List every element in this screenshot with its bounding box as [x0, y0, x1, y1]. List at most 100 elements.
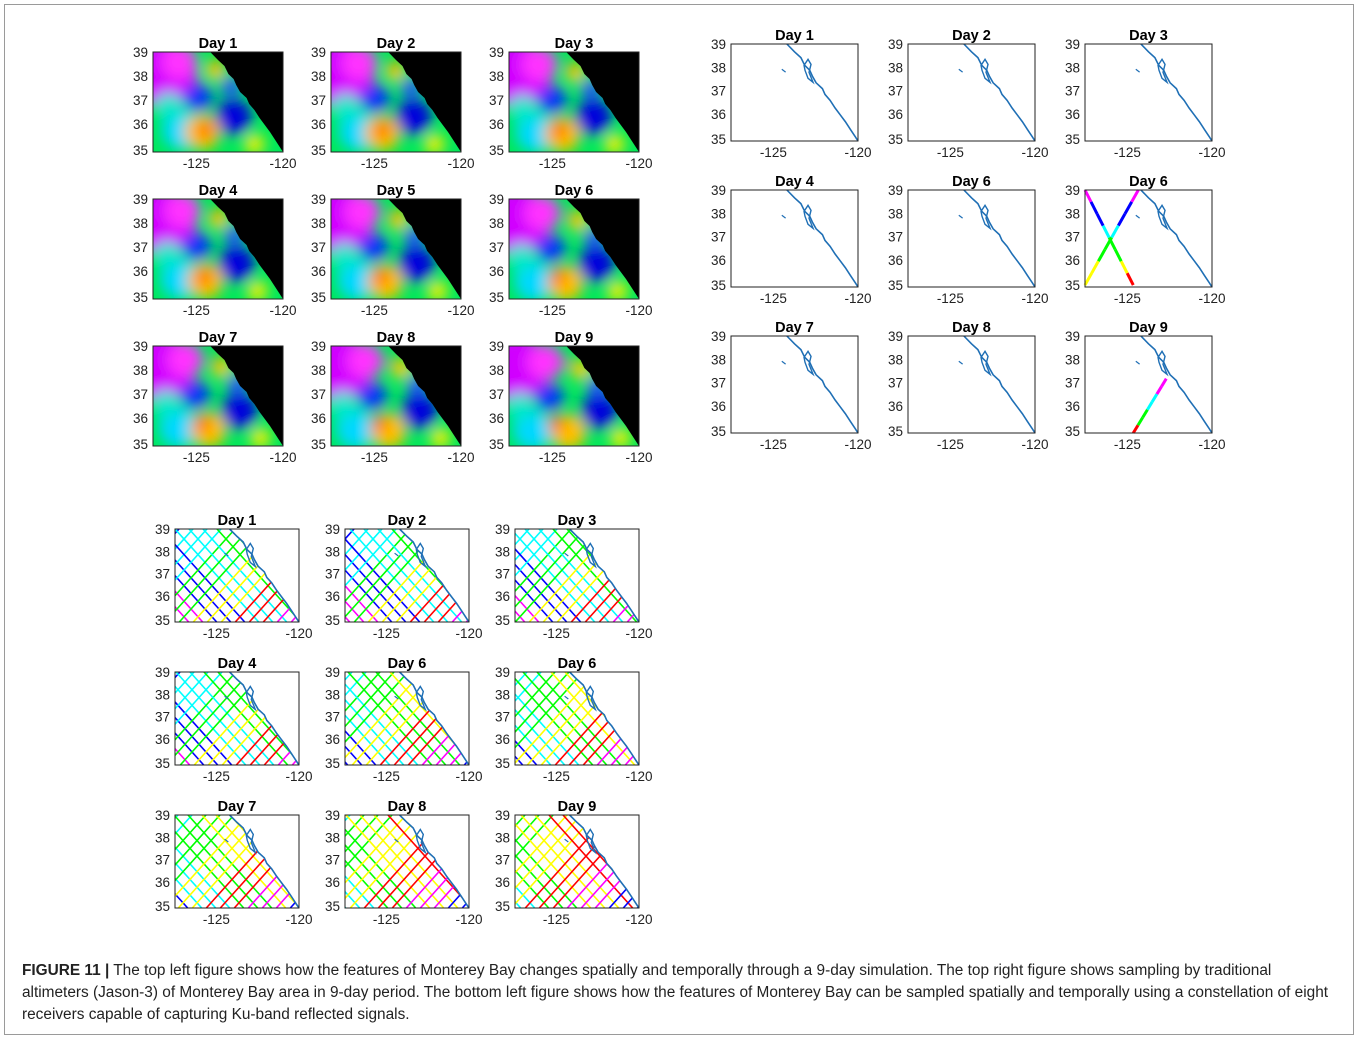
track-line	[515, 815, 582, 908]
track-line	[271, 815, 299, 908]
track-line	[651, 815, 735, 908]
island	[1135, 68, 1140, 73]
subplot: Day 2 39 38 37 36 35 -125 -120	[311, 36, 475, 171]
track-line	[419, 815, 469, 908]
y-tick-label: 36	[133, 411, 148, 426]
y-tick-label: 38	[711, 352, 726, 367]
subplot: Day 4 39 38 37 36 35 -125 -120	[711, 174, 872, 306]
subplot-title: Day 2	[388, 513, 427, 529]
track-line	[445, 672, 469, 765]
track-line	[552, 529, 638, 622]
coastline	[229, 528, 300, 623]
track-line	[229, 815, 299, 908]
y-tick-label: 39	[495, 665, 510, 680]
y-tick-label: 39	[1065, 183, 1080, 198]
y-tick-label: 36	[311, 411, 326, 426]
track-line	[175, 672, 195, 765]
x-tick-label: -125	[760, 291, 787, 306]
track-line	[203, 672, 289, 765]
track-line	[538, 815, 624, 908]
track-line	[433, 815, 469, 908]
track-line	[345, 529, 421, 622]
y-tick-label: 39	[155, 808, 170, 823]
track-line	[192, 529, 278, 622]
coastline	[963, 43, 1036, 142]
y-tick-label: 36	[711, 107, 726, 122]
track-line	[515, 672, 542, 765]
track-line	[515, 672, 524, 765]
land-mask	[566, 199, 639, 299]
track-line	[175, 672, 191, 765]
track-line	[345, 815, 379, 908]
figure-caption: FIGURE 11 | The top left figure shows ho…	[22, 960, 1332, 1026]
subplot-title: Day 9	[1129, 320, 1168, 336]
y-tick-label: 35	[489, 437, 504, 452]
island	[958, 214, 963, 219]
x-tick-label: -125	[539, 450, 566, 465]
track-segment	[1146, 401, 1154, 411]
coastline	[786, 335, 859, 434]
track-line	[391, 815, 469, 908]
track-line	[653, 672, 737, 765]
y-tick-label: 35	[495, 899, 510, 914]
track-line	[175, 672, 251, 765]
track-line	[345, 529, 365, 622]
subplot: Day 6 39 38 37 36 35 -125 -120	[489, 183, 653, 318]
track-line	[515, 672, 584, 765]
subplot-title: Day 1	[218, 513, 257, 529]
track-line	[566, 529, 639, 622]
y-tick-label: 35	[1065, 278, 1080, 293]
track-line	[562, 815, 639, 908]
track-line	[606, 672, 639, 765]
track-line	[345, 529, 369, 622]
track-segment	[1103, 236, 1113, 251]
track-line	[580, 529, 639, 622]
track-line	[345, 529, 425, 622]
subplot-title: Day 4	[199, 183, 238, 199]
y-tick-label: 38	[311, 216, 326, 231]
island	[224, 552, 229, 557]
track-line	[175, 529, 222, 622]
axes-box	[152, 345, 284, 447]
subplot: Day 8 39 38 37 36 35 -125 -120	[311, 330, 475, 465]
track-line	[568, 672, 639, 765]
land-mask	[388, 199, 461, 299]
track-line	[351, 672, 437, 765]
x-tick-label: -125	[203, 912, 230, 927]
axes-box	[1084, 43, 1213, 142]
track-line	[566, 815, 639, 908]
x-tick-label: -125	[760, 145, 787, 160]
y-tick-label: 35	[325, 613, 340, 628]
track-line	[377, 529, 463, 622]
track-line	[594, 815, 639, 908]
x-tick-label: -120	[447, 156, 474, 171]
x-tick-label: -120	[285, 626, 312, 641]
subplot: Day 5 39 38 37 36 35 -125 -120	[311, 183, 475, 318]
land-mask	[388, 52, 461, 152]
y-tick-label: 37	[155, 853, 170, 868]
x-tick-label: -120	[625, 626, 652, 641]
track-line	[175, 815, 249, 908]
y-tick-label: 35	[495, 756, 510, 771]
y-tick-label: 37	[489, 93, 504, 108]
subplot-title: Day 2	[377, 36, 416, 52]
track-line	[515, 815, 550, 908]
axes-box	[730, 335, 859, 434]
y-tick-label: 39	[711, 37, 726, 52]
track-line	[608, 529, 639, 622]
track-line	[175, 815, 245, 908]
y-tick-label: 35	[489, 143, 504, 158]
track-segment	[1150, 393, 1159, 403]
subplot-title: Day 6	[558, 656, 597, 672]
track-line	[175, 529, 260, 622]
track-line	[651, 529, 735, 622]
axes-box	[152, 198, 284, 300]
subplot: Day 7 39 38 37 36 35 -125 -120	[711, 320, 872, 452]
coastline	[1140, 189, 1213, 288]
subplot: Day 7 39 38 37 36 35 -125 -120	[133, 330, 297, 465]
track-line	[413, 815, 497, 908]
track-line	[636, 815, 639, 908]
x-tick-label: -120	[1198, 145, 1225, 160]
y-tick-label: 38	[155, 687, 170, 702]
land-mask	[566, 52, 639, 152]
